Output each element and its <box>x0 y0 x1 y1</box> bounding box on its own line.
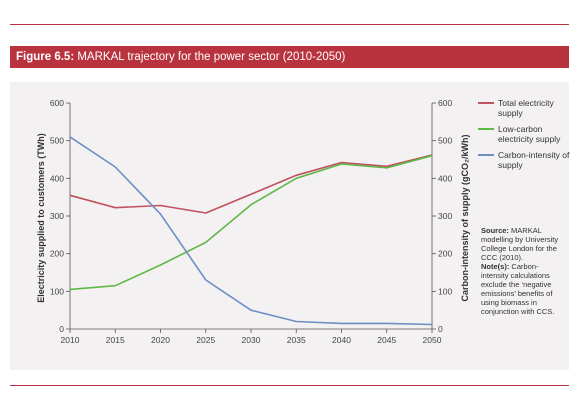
x-tick-label: 2030 <box>242 335 261 345</box>
y-tick-label-right: 400 <box>438 173 452 183</box>
series-line-low-carbon <box>69 154 433 291</box>
y-tick-label-right: 0 <box>438 324 443 334</box>
series-line-carbon-intensity <box>69 136 433 326</box>
y-tick-label-left: 0 <box>59 324 64 334</box>
y-tick-label-left: 300 <box>50 211 64 221</box>
y-tick-label-right: 500 <box>438 136 452 146</box>
bottom-rule <box>10 385 569 386</box>
source-note: Source: MARKAL modelling by University C… <box>481 226 566 262</box>
y-axis-label-right: Carbon-intensity of supply (gCO₂/kWh) <box>460 135 470 302</box>
y-axis-label-left: Electricity supplied to customers (TWh) <box>36 133 46 303</box>
legend: Total electricity supply Low-carbon elec… <box>476 98 571 176</box>
legend-item-intensity: Carbon-intensity of supply <box>476 150 571 170</box>
legend-item-lowcarbon: Low-carbon electricity supply <box>476 124 571 144</box>
y-tick-label-left: 100 <box>50 286 64 296</box>
x-tick-label: 2020 <box>151 335 170 345</box>
x-tick-label: 2045 <box>377 335 396 345</box>
source-notes: Source: MARKAL modelling by University C… <box>481 226 566 316</box>
y-tick-label-right: 200 <box>438 249 452 259</box>
legend-swatch-total <box>478 102 494 104</box>
source-text: MARKAL modelling by University College L… <box>481 226 559 262</box>
y-tick-label-left: 200 <box>50 249 64 259</box>
x-tick-label: 2025 <box>196 335 215 345</box>
legend-item-total: Total electricity supply <box>476 98 571 118</box>
legend-swatch-intensity <box>478 154 494 156</box>
legend-label-total: Total electricity supply <box>498 98 554 118</box>
top-rule <box>10 24 569 25</box>
legend-label-intensity: Carbon-intensity of supply <box>498 150 570 170</box>
notes-note: Note(s): Carbon-intensity calculations e… <box>481 262 566 316</box>
x-tick-label: 2010 <box>61 335 80 345</box>
notes-label: Note(s): <box>481 262 510 271</box>
y-tick-label-right: 600 <box>438 98 452 108</box>
legend-label-lowcarbon: Low-carbon electricity supply <box>498 124 561 144</box>
series-group <box>69 136 433 326</box>
x-tick-label: 2050 <box>423 335 442 345</box>
chart-panel <box>10 82 569 370</box>
figure-label: Figure 6.5: <box>16 51 75 63</box>
figure-title-bar: Figure 6.5: MARKAL trajectory for the po… <box>10 46 569 68</box>
series-line-total-electricity <box>69 154 433 214</box>
notes-text: Carbon-intensity calculations exclude th… <box>481 262 555 316</box>
x-tick-label: 2040 <box>332 335 351 345</box>
figure-title: MARKAL trajectory for the power sector (… <box>74 51 346 63</box>
x-tick-label: 2015 <box>106 335 125 345</box>
y-tick-label-right: 300 <box>438 211 452 221</box>
y-tick-label-right: 100 <box>438 286 452 296</box>
y-tick-label-left: 500 <box>50 136 64 146</box>
legend-swatch-lowcarbon <box>478 128 494 130</box>
axes: 0 100 200 300 400 500 600 0 100 200 300 400 500 600 20… <box>50 98 453 345</box>
x-tick-label: 2035 <box>287 335 306 345</box>
y-tick-label-left: 400 <box>50 173 64 183</box>
y-tick-label-left: 600 <box>50 98 64 108</box>
source-label: Source: <box>481 226 509 235</box>
